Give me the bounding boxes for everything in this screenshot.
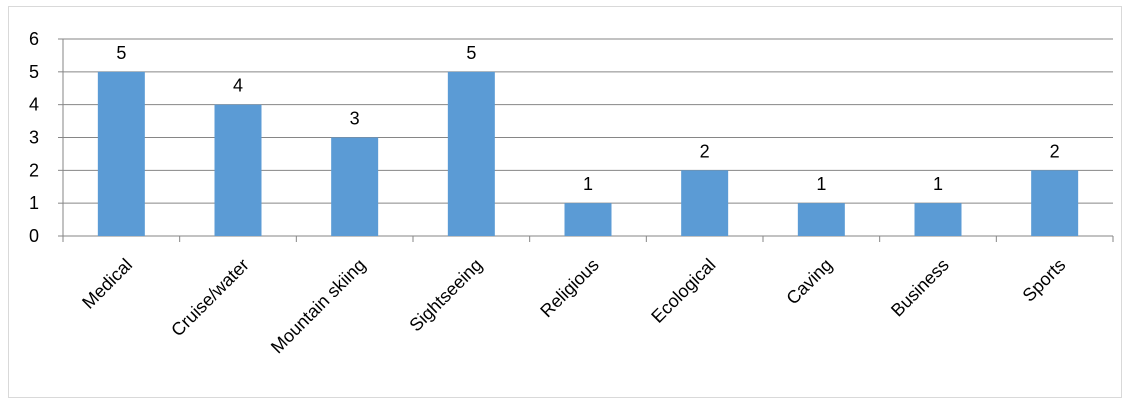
data-label: 5 bbox=[466, 43, 476, 63]
x-category-label: Caving bbox=[782, 255, 836, 309]
y-tick-label: 3 bbox=[29, 128, 39, 148]
x-category-label: Religious bbox=[536, 255, 603, 322]
bar-business bbox=[914, 203, 962, 236]
data-label: 4 bbox=[233, 76, 243, 96]
data-label: 5 bbox=[116, 43, 126, 63]
bar-cruise-water bbox=[214, 104, 262, 237]
bar-sightseeing bbox=[447, 71, 495, 236]
data-label: 2 bbox=[1050, 141, 1060, 161]
y-tick-label: 1 bbox=[29, 193, 39, 213]
data-label: 2 bbox=[700, 141, 710, 161]
x-category-label: Medical bbox=[78, 255, 136, 313]
bar-mountain-skiing bbox=[331, 137, 379, 236]
x-category-label: Sightseeing bbox=[405, 255, 486, 336]
data-label: 1 bbox=[583, 174, 593, 194]
data-label: 3 bbox=[350, 109, 360, 129]
x-category-label: Ecological bbox=[647, 255, 719, 327]
bars bbox=[97, 71, 1079, 237]
y-tick-label: 6 bbox=[29, 29, 39, 49]
bar-caving bbox=[797, 203, 845, 236]
data-label: 1 bbox=[816, 174, 826, 194]
data-label: 1 bbox=[933, 174, 943, 194]
x-category-label: Business bbox=[887, 255, 953, 321]
x-category-label: Sports bbox=[1019, 255, 1070, 306]
bar-ecological bbox=[681, 170, 729, 236]
y-tick-label: 4 bbox=[29, 95, 39, 115]
bar-medical bbox=[97, 71, 145, 236]
labels: 0 1 2 3 4 5 6 5 Medical 4 Cruise/water 3 Mountain sk… bbox=[29, 29, 1070, 357]
bar-religious bbox=[564, 203, 612, 236]
x-category-label: Mountain skiing bbox=[267, 255, 370, 358]
y-tick-label: 5 bbox=[29, 62, 39, 82]
x-category-label: Cruise/water bbox=[167, 255, 253, 341]
y-tick-label: 2 bbox=[29, 160, 39, 180]
bar-sports bbox=[1031, 170, 1079, 236]
y-tick-label: 0 bbox=[29, 226, 39, 246]
